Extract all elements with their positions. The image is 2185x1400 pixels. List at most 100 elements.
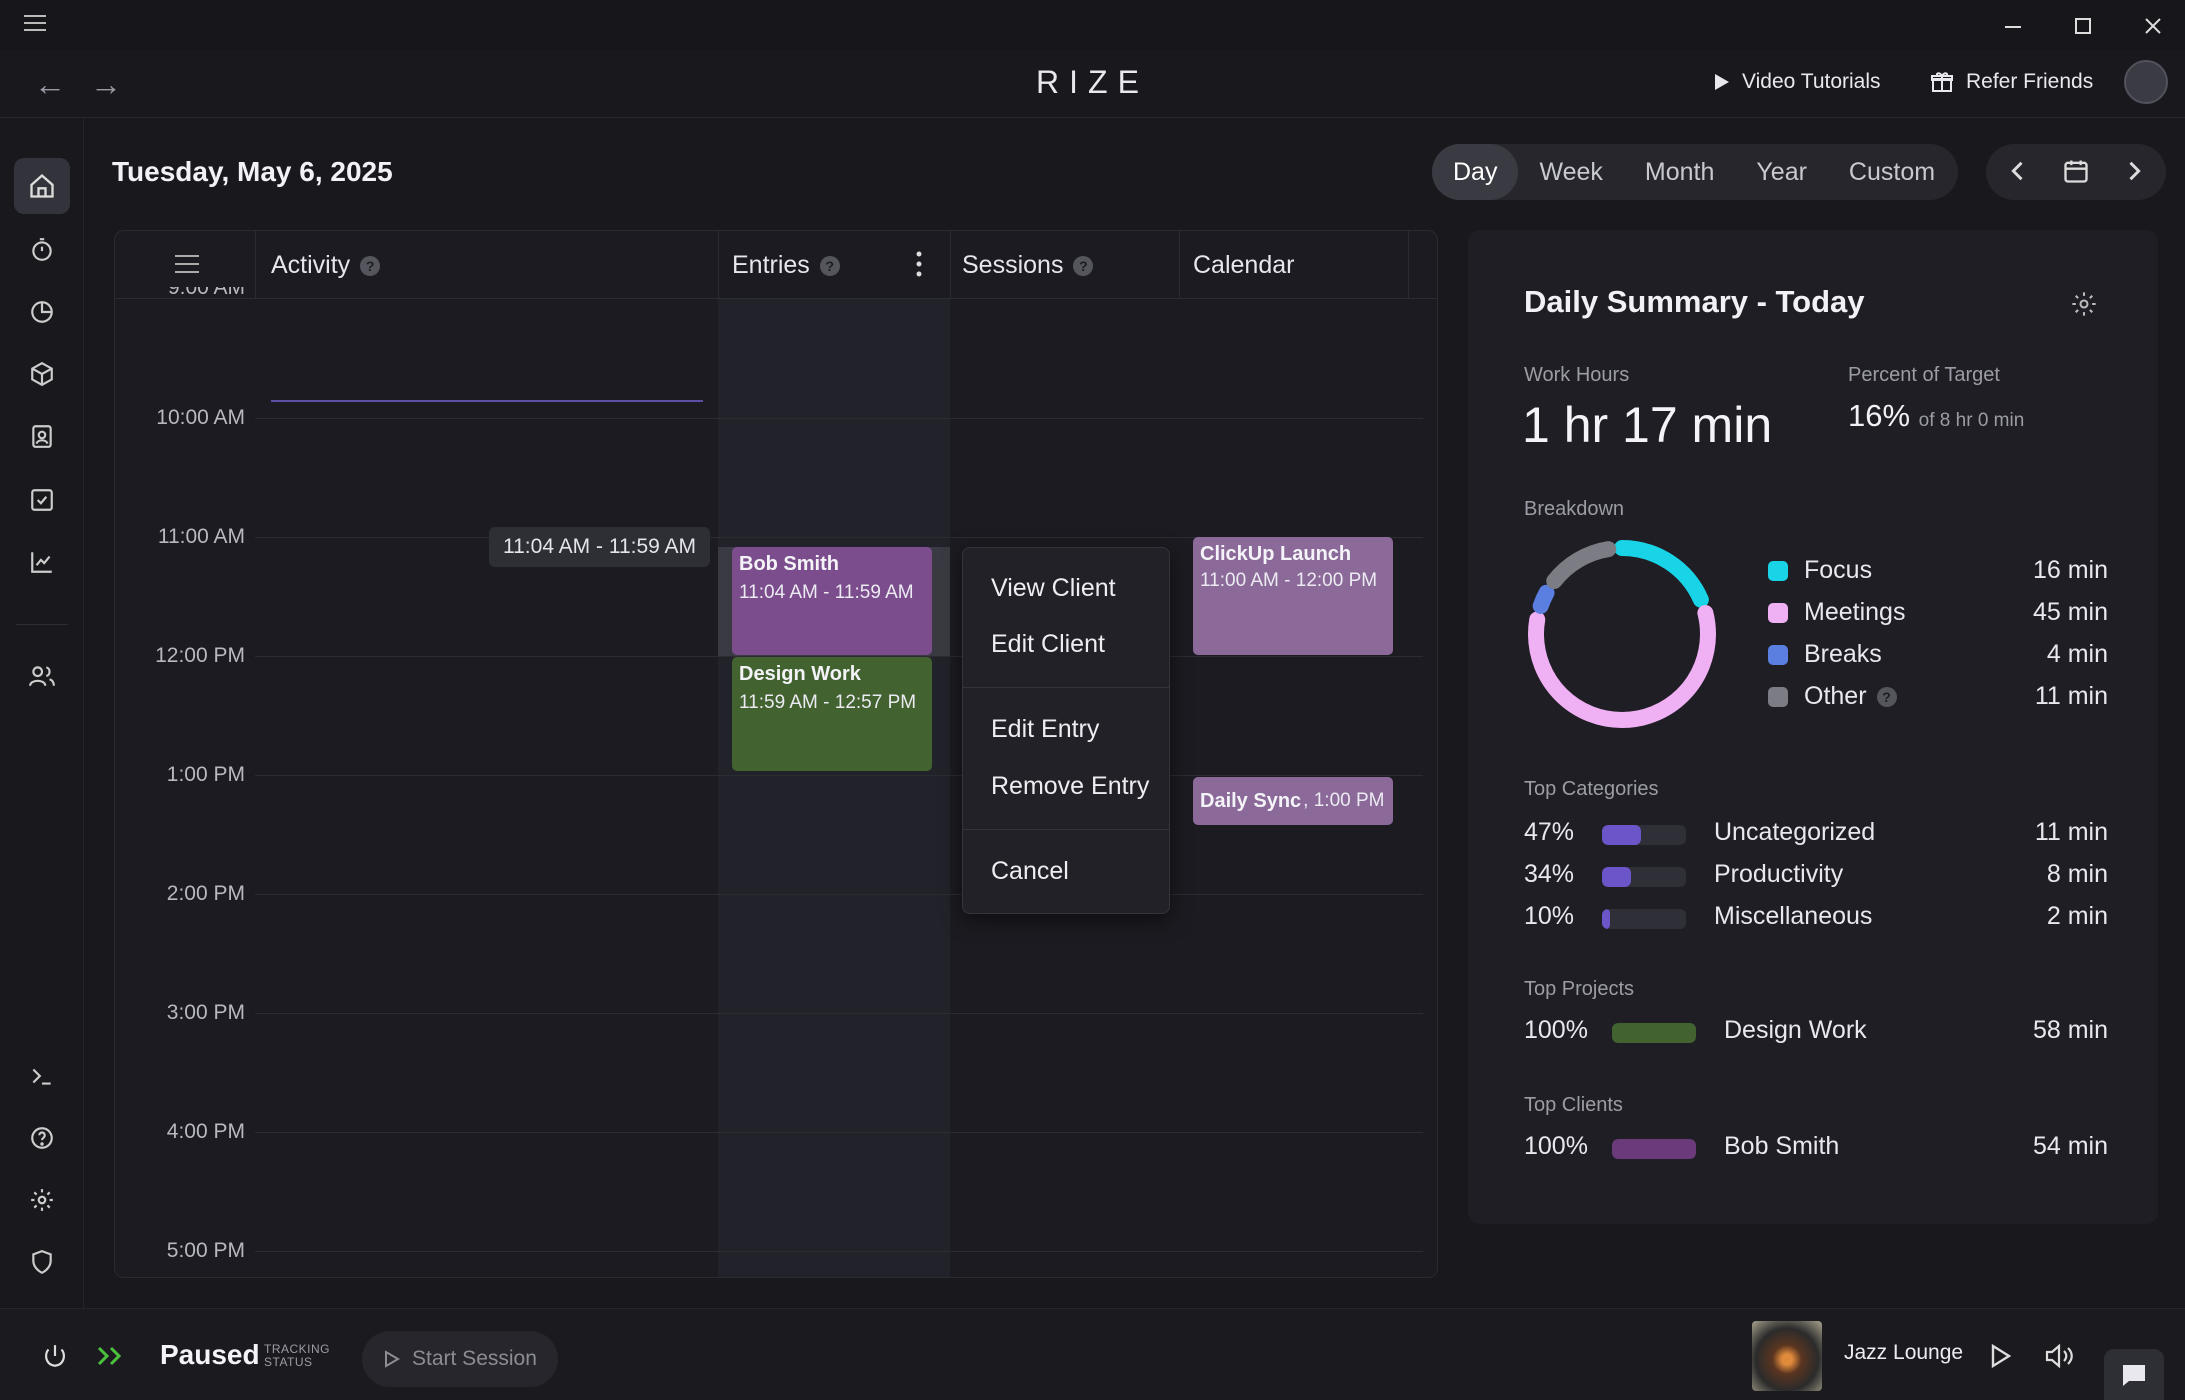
project-row: 100% Design Work 58 min	[1524, 1016, 2108, 1046]
legend-value: 45 min	[2032, 598, 2108, 626]
chat-button[interactable]	[2104, 1349, 2164, 1400]
calendar-picker-button[interactable]	[2062, 156, 2090, 191]
percent-target-label: Percent of Target	[1848, 364, 2000, 386]
tab-custom[interactable]: Custom	[1848, 157, 1936, 186]
hour-label: 3:00 PM	[166, 1001, 245, 1024]
tab-year[interactable]: Year	[1756, 157, 1807, 186]
brand-logo: RIZE	[1036, 64, 1149, 100]
nav-analytics[interactable]	[14, 534, 70, 590]
hour-gridline	[255, 775, 1423, 776]
back-arrow-icon[interactable]: ←	[34, 66, 66, 102]
entries-column-label: Entries	[732, 251, 810, 279]
view-client-menu-item[interactable]: View Client	[991, 574, 1116, 602]
play-outline-icon	[385, 1350, 400, 1368]
hour-label-text: 9:00 AM	[167, 287, 245, 299]
next-day-button[interactable]	[2120, 156, 2148, 191]
client-row: 100% Bob Smith 54 min	[1524, 1132, 2108, 1162]
percent-target-of: of 8 hr 0 min	[1918, 410, 2025, 431]
nav-home[interactable]	[14, 158, 70, 214]
category-percent: 47%	[1524, 818, 1575, 846]
category-row: 10% Miscellaneous 2 min	[1524, 902, 2108, 932]
entry-block[interactable]: Bob Smith 11:04 AM - 11:59 AM	[732, 547, 932, 655]
category-percent: 10%	[1524, 902, 1575, 930]
timeline-header: Activity ? Entries ? Sessions ? Calendar	[115, 231, 1437, 299]
category-row: 47% Uncategorized 11 min	[1524, 818, 2108, 848]
nav-team[interactable]	[14, 648, 70, 704]
tracking-status-value: Paused	[160, 1339, 260, 1370]
hour-label: 11:00 AM	[157, 525, 245, 548]
sessions-column-label: Sessions	[962, 251, 1064, 279]
nav-clients[interactable]	[14, 408, 70, 464]
hour-label: 5:00 PM	[166, 1239, 245, 1262]
hamburger-menu-icon[interactable]	[24, 14, 46, 32]
legend-swatch	[1768, 645, 1788, 665]
tracking-status-label: TRACKING STATUS	[264, 1343, 330, 1369]
forward-arrow-icon[interactable]: →	[90, 66, 122, 102]
maximize-button[interactable]	[2058, 8, 2108, 44]
calendar-event[interactable]: ClickUp Launch 11:00 AM - 12:00 PM	[1193, 537, 1393, 655]
nav-tasks[interactable]	[14, 472, 70, 528]
nav-divider	[16, 624, 68, 625]
column-menu-icon[interactable]	[175, 253, 199, 275]
column-divider	[1408, 231, 1409, 299]
date-navigation	[1986, 144, 2166, 200]
nav-console[interactable]	[14, 1048, 70, 1104]
play-icon	[1715, 74, 1729, 90]
play-icon[interactable]	[1990, 1343, 2012, 1369]
remove-entry-menu-item[interactable]: Remove Entry	[991, 772, 1150, 800]
gift-icon	[1931, 72, 1953, 92]
other-help-icon[interactable]: ?	[1876, 686, 1897, 707]
entries-help-icon[interactable]: ?	[819, 255, 840, 276]
refer-friends-label: Refer Friends	[1966, 70, 2094, 93]
checkbox-icon	[31, 489, 53, 511]
summary-settings-gear-icon[interactable]	[2070, 290, 2098, 318]
project-bar	[1612, 1023, 1696, 1043]
cancel-menu-item[interactable]: Cancel	[991, 857, 1069, 885]
activity-help-icon[interactable]: ?	[360, 255, 381, 276]
power-icon[interactable]	[42, 1343, 68, 1369]
nav-projects[interactable]	[14, 346, 70, 402]
hour-gridline	[255, 894, 1423, 895]
start-session-button[interactable]: Start Session	[362, 1331, 558, 1387]
fast-forward-icon[interactable]	[96, 1343, 126, 1369]
previous-day-button[interactable]	[2004, 156, 2032, 191]
user-avatar[interactable]	[2124, 60, 2168, 104]
tab-month[interactable]: Month	[1644, 157, 1715, 186]
calendar-column-label: Calendar	[1193, 251, 1295, 279]
minimize-button[interactable]	[1988, 8, 2038, 44]
nav-help[interactable]	[14, 1110, 70, 1166]
more-options-icon[interactable]	[915, 251, 923, 277]
close-button[interactable]	[2128, 8, 2178, 44]
video-tutorials-link[interactable]: Video Tutorials	[1714, 70, 1881, 94]
calendar-event[interactable]: Daily Sync , 1:00 PM	[1193, 777, 1393, 825]
refer-friends-link[interactable]: Refer Friends	[1930, 70, 2093, 94]
edit-entry-menu-item[interactable]: Edit Entry	[991, 715, 1100, 743]
nav-privacy[interactable]	[14, 1234, 70, 1290]
video-tutorials-label: Video Tutorials	[1742, 70, 1881, 93]
category-row: 34% Productivity 8 min	[1524, 860, 2108, 890]
activity-column-header: Activity ?	[271, 251, 381, 280]
shield-icon	[32, 1250, 52, 1275]
nav-timer[interactable]	[14, 222, 70, 278]
sessions-help-icon[interactable]: ?	[1073, 255, 1094, 276]
entry-block[interactable]: Design Work 11:59 AM - 12:57 PM	[732, 657, 932, 771]
category-value: 2 min	[2046, 902, 2108, 930]
maximize-icon	[2075, 18, 2091, 34]
nav-settings[interactable]	[14, 1172, 70, 1228]
column-divider	[255, 231, 256, 299]
legend-name: Breaks	[1804, 640, 1882, 668]
edit-client-menu-item[interactable]: Edit Client	[991, 630, 1105, 658]
category-name: Productivity	[1714, 860, 1844, 888]
nav-reports[interactable]	[14, 284, 70, 340]
activity-track	[271, 400, 703, 402]
legend-name-group: Other ?	[1804, 682, 1897, 711]
client-bar-fill	[1612, 1139, 1696, 1159]
hour-gridline	[255, 1251, 1423, 1252]
tab-week[interactable]: Week	[1539, 157, 1603, 186]
legend-row-focus: Focus 16 min	[1768, 556, 2108, 586]
users-icon	[29, 666, 55, 686]
legend-swatch	[1768, 561, 1788, 581]
volume-icon[interactable]	[2044, 1343, 2076, 1369]
close-icon	[2145, 18, 2161, 34]
tab-day[interactable]: Day	[1432, 144, 1519, 200]
